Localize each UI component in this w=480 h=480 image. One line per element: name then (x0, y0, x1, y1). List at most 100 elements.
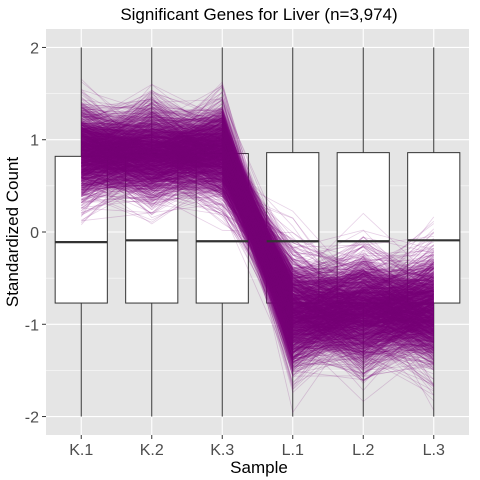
gene-line (81, 165, 434, 335)
gene-line (81, 158, 434, 326)
gene-line (81, 164, 434, 323)
gene-line (81, 159, 434, 337)
gene-line (81, 127, 434, 349)
gene-line (81, 124, 434, 303)
gene-line (81, 171, 434, 324)
gene-line (81, 112, 435, 364)
gene-line (81, 173, 435, 322)
gene-line (81, 158, 434, 298)
gene-line (81, 138, 434, 368)
gene-line (81, 112, 434, 349)
gene-line (81, 121, 434, 354)
gene-line (81, 134, 434, 330)
gene-line (81, 177, 434, 335)
gene-line (81, 122, 434, 337)
gene-line (81, 97, 434, 322)
gene-line (81, 78, 434, 330)
gene-line (81, 135, 434, 325)
gene-line (81, 151, 434, 320)
gene-line (81, 121, 434, 344)
gene-line (81, 153, 434, 301)
gene-line (81, 156, 435, 325)
gene-line (81, 171, 434, 270)
gene-line (81, 180, 434, 315)
gene-line (81, 128, 434, 350)
gene-line (81, 144, 434, 380)
gene-line (81, 155, 434, 360)
gene-line (81, 139, 434, 354)
gene-line (81, 115, 434, 321)
gene-line (81, 153, 434, 312)
gene-line (81, 113, 434, 357)
gene-line (81, 164, 435, 306)
gene-line (81, 153, 434, 325)
gene-line (81, 116, 434, 314)
gene-line (81, 136, 434, 332)
gene-line (81, 111, 435, 337)
gene-line (81, 129, 434, 358)
gene-line (81, 162, 434, 299)
gene-line (81, 141, 434, 332)
gene-line (81, 109, 434, 320)
gene-line (81, 103, 434, 351)
gene-line (81, 138, 435, 332)
gene-line (81, 128, 434, 347)
gene-line (81, 168, 435, 314)
gene-line (81, 141, 434, 312)
gene-line (81, 139, 434, 325)
gene-line (81, 141, 435, 331)
gene-line (81, 162, 435, 330)
gene-line (81, 124, 434, 360)
gene-line (81, 143, 435, 332)
gene-line (81, 142, 434, 323)
gene-line (81, 134, 434, 319)
gene-line (81, 138, 434, 324)
gene-line (81, 137, 434, 295)
gene-line (81, 155, 434, 353)
gene-line (81, 136, 434, 321)
gene-line (81, 127, 434, 336)
gene-line (81, 138, 434, 325)
gene-line (81, 131, 434, 297)
gene-line (81, 145, 434, 304)
gene-line (81, 133, 435, 352)
gene-line (81, 133, 434, 340)
gene-line (81, 129, 435, 383)
gene-line (81, 133, 435, 311)
gene-line (81, 171, 434, 286)
gene-line (81, 111, 435, 402)
gene-line (81, 143, 434, 303)
gene-line (81, 111, 434, 357)
gene-line (81, 123, 434, 297)
gene-line (81, 126, 434, 301)
gene-line (81, 124, 435, 335)
gene-line (81, 161, 434, 341)
gene-line (81, 143, 434, 357)
gene-line (81, 141, 434, 331)
gene-line (81, 154, 434, 286)
gene-line (81, 115, 435, 349)
gene-line (81, 131, 435, 354)
gene-line (81, 134, 434, 307)
gene-line (81, 121, 434, 328)
gene-line (81, 157, 434, 308)
gene-line (81, 119, 434, 338)
gene-line (81, 128, 434, 352)
gene-line (81, 104, 434, 396)
gene-line (81, 123, 435, 365)
gene-line (81, 136, 434, 391)
gene-line (81, 203, 434, 301)
gene-line (81, 107, 434, 348)
gene-line (81, 138, 434, 314)
gene-line (81, 96, 434, 342)
gene-line (81, 150, 435, 315)
gene-line (81, 140, 434, 355)
gene-line (81, 141, 434, 323)
gene-line (81, 144, 434, 329)
gene-line (81, 117, 435, 378)
gene-line (81, 143, 434, 348)
gene-line (81, 140, 434, 325)
gene-line (81, 133, 434, 317)
gene-line (81, 137, 434, 336)
gene-line (81, 122, 434, 341)
